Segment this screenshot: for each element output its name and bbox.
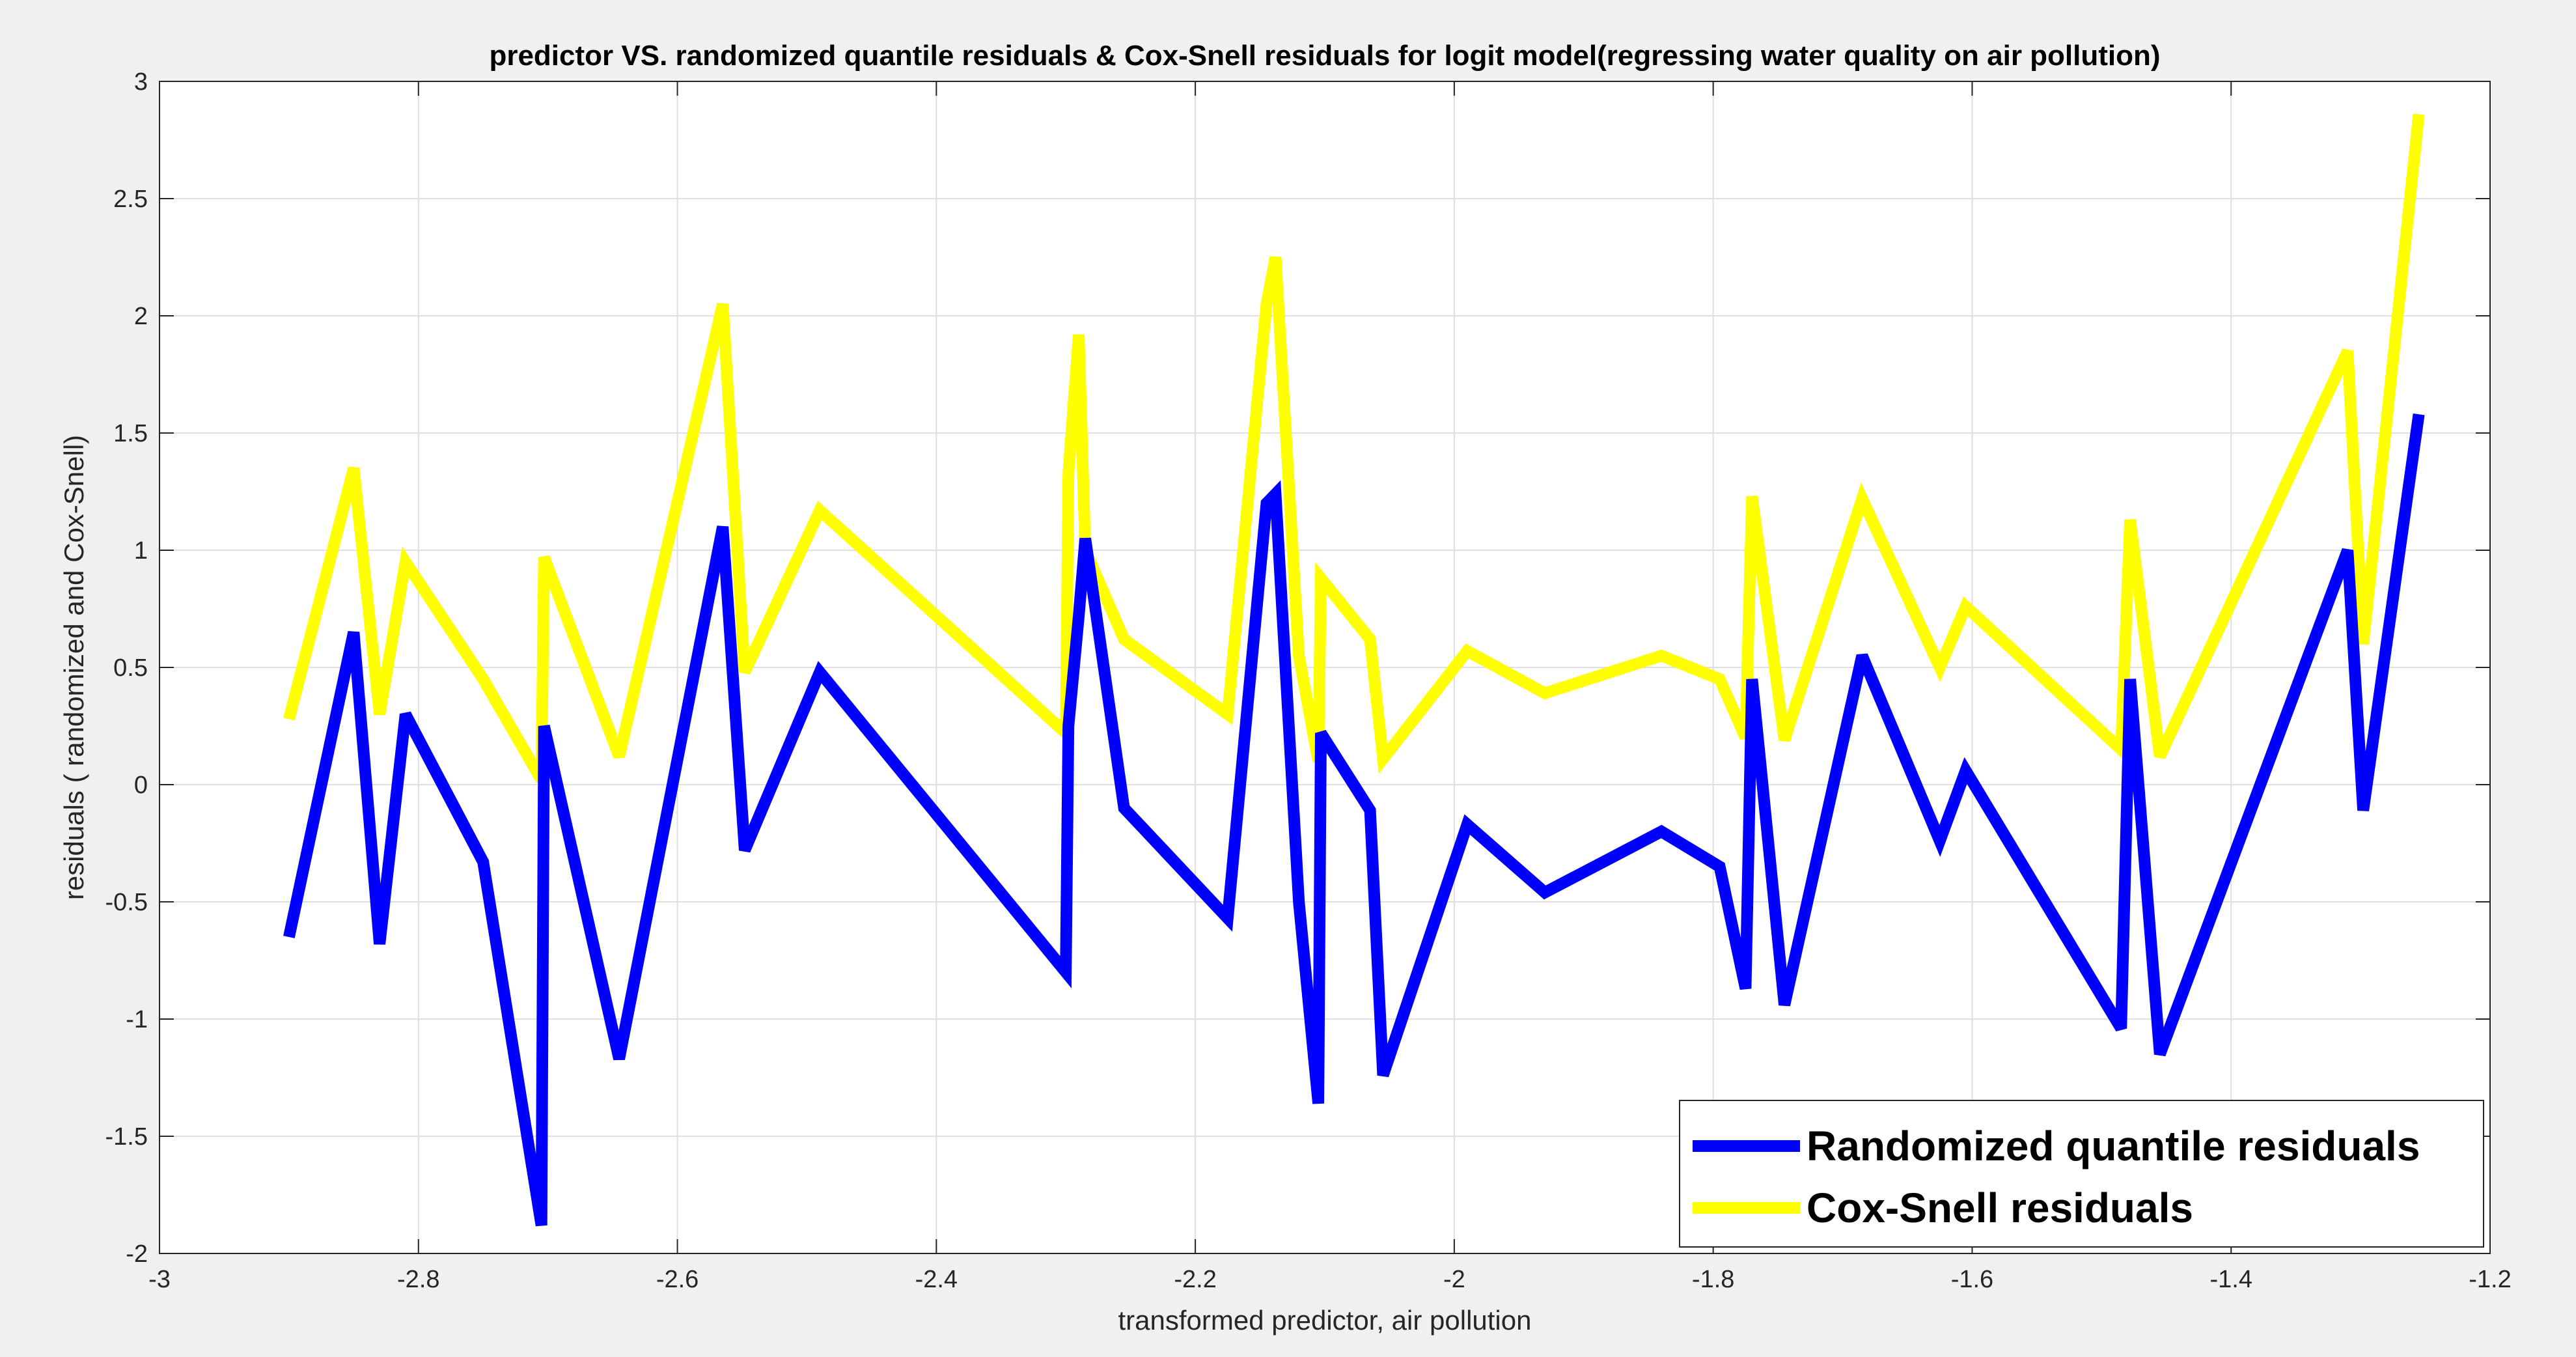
- y-tick-label: 1: [134, 537, 148, 565]
- legend-label-cox-snell: Cox-Snell residuals: [1807, 1184, 2193, 1231]
- x-tick-label: -2.6: [656, 1266, 699, 1293]
- y-tick-label: 3: [134, 68, 148, 96]
- legend: Randomized quantile residuals Cox-Snell …: [1679, 1100, 2484, 1248]
- x-tick-label: -1.6: [1951, 1266, 1993, 1293]
- y-tick-label: 2.5: [113, 186, 148, 213]
- x-tick-label: -2: [1443, 1266, 1465, 1293]
- y-tick-label: 1.5: [113, 420, 148, 447]
- y-tick-label: -1: [126, 1006, 148, 1033]
- y-tick-label: -0.5: [105, 889, 148, 916]
- series-line-cox-snell: [283, 113, 2425, 783]
- x-tick-label: -3: [148, 1266, 171, 1293]
- y-axis-label: residuals ( randomized and Cox-Snell): [59, 435, 89, 900]
- series-layer: [283, 113, 2425, 1227]
- series-line-randomized: [283, 413, 2425, 1227]
- legend-label-randomized: Randomized quantile residuals: [1807, 1123, 2420, 1169]
- y-tick-label: 0: [134, 772, 148, 799]
- x-tick-label: -2.2: [1174, 1266, 1216, 1293]
- x-tick-label: -1.2: [2469, 1266, 2511, 1293]
- chart-title: predictor VS. randomized quantile residu…: [489, 40, 2160, 72]
- x-tick-label: -1.4: [2209, 1266, 2252, 1293]
- x-axis-label: transformed predictor, air pollution: [1118, 1305, 1532, 1336]
- y-tick-label: -1.5: [105, 1123, 148, 1151]
- x-tick-label: -2.8: [397, 1266, 439, 1293]
- x-tick-label: -2.4: [915, 1266, 958, 1293]
- y-tick-label: 2: [134, 303, 148, 330]
- x-tick-label: -1.8: [1692, 1266, 1734, 1293]
- ticks: -3 -2.8 -2.6 -2.4 -2.2 -2 -1.8 -1.6 -1.4 -1.2 -2 -1…: [105, 68, 2512, 1293]
- y-tick-label: 0.5: [113, 654, 148, 682]
- y-tick-label: -2: [126, 1240, 148, 1268]
- legend-box: [1679, 1100, 2484, 1248]
